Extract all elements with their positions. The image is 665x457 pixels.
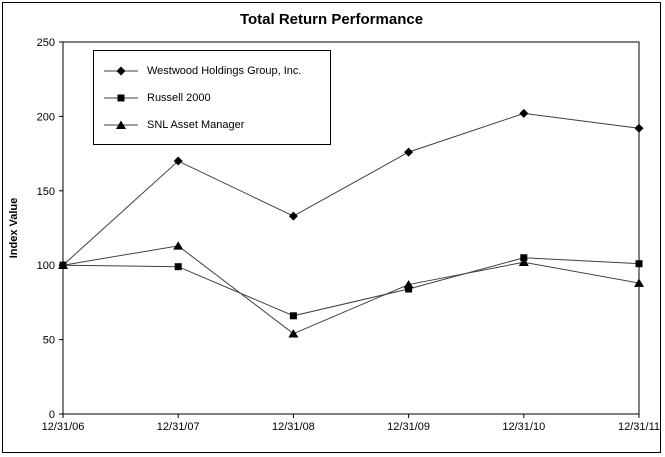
square-marker [174, 263, 182, 271]
legend-label-westwood: Westwood Holdings Group, Inc. [147, 64, 302, 77]
legend-item-westwood: Westwood Holdings Group, Inc. [104, 57, 320, 84]
plot-wrap: 0 50 100 150 200 250 12/31/06 12/31/07 12/31/08 1… [3, 34, 660, 451]
y-axis-title: Index Value [8, 198, 20, 259]
legend-label-snl: SNL Asset Manager [147, 118, 245, 131]
y-tick-label: 0 [49, 409, 55, 421]
legend: Westwood Holdings Group, Inc. Russell 20… [93, 50, 331, 145]
diamond-marker [288, 211, 298, 221]
plot-border [62, 41, 640, 415]
plot-area: 0 50 100 150 200 250 12/31/06 12/31/07 12/31/08 1… [8, 37, 660, 433]
diamond-marker [404, 147, 414, 157]
triangle-marker [403, 280, 414, 289]
x-tick-label: 12/31/07 [157, 421, 200, 433]
diamond-marker-icon [104, 66, 138, 75]
diamond-marker [634, 123, 644, 133]
square-marker [405, 285, 413, 293]
series-line-diamond [62, 112, 640, 266]
chart-frame: Total Return Performance 0 50 100 150 200 250… [2, 2, 661, 453]
legend-label-russell: Russell 2000 [147, 91, 211, 104]
y-tick-label: 100 [37, 260, 55, 272]
triangle-marker [518, 257, 529, 267]
x-tick-label: 12/31/10 [502, 421, 545, 433]
y-tick-label: 150 [37, 186, 55, 198]
series-line-triangle [62, 245, 640, 335]
triangle-marker [288, 329, 299, 338]
diamond-marker [173, 156, 183, 166]
triangle-marker [173, 241, 184, 250]
triangle-marker [58, 260, 68, 269]
y-tick-label: 250 [37, 37, 55, 49]
triangle-marker-icon [104, 120, 138, 129]
chart-title: Total Return Performance [239, 11, 424, 28]
square-marker [289, 312, 297, 320]
square-marker [635, 260, 643, 268]
y-tick-label: 200 [37, 111, 55, 123]
legend-item-russell: Russell 2000 [104, 84, 320, 111]
square-marker-icon [104, 94, 138, 101]
legend-item-snl: SNL Asset Manager [104, 111, 320, 138]
y-tick-label: 50 [43, 335, 55, 347]
x-tick-label: 12/31/06 [42, 421, 85, 433]
x-tick-label: 12/31/11 [618, 421, 660, 433]
triangle-marker [634, 278, 644, 287]
x-tick-label: 12/31/08 [272, 421, 315, 433]
series-line-square [62, 257, 640, 317]
x-tick-label: 12/31/09 [387, 421, 430, 433]
diamond-marker [519, 108, 529, 118]
